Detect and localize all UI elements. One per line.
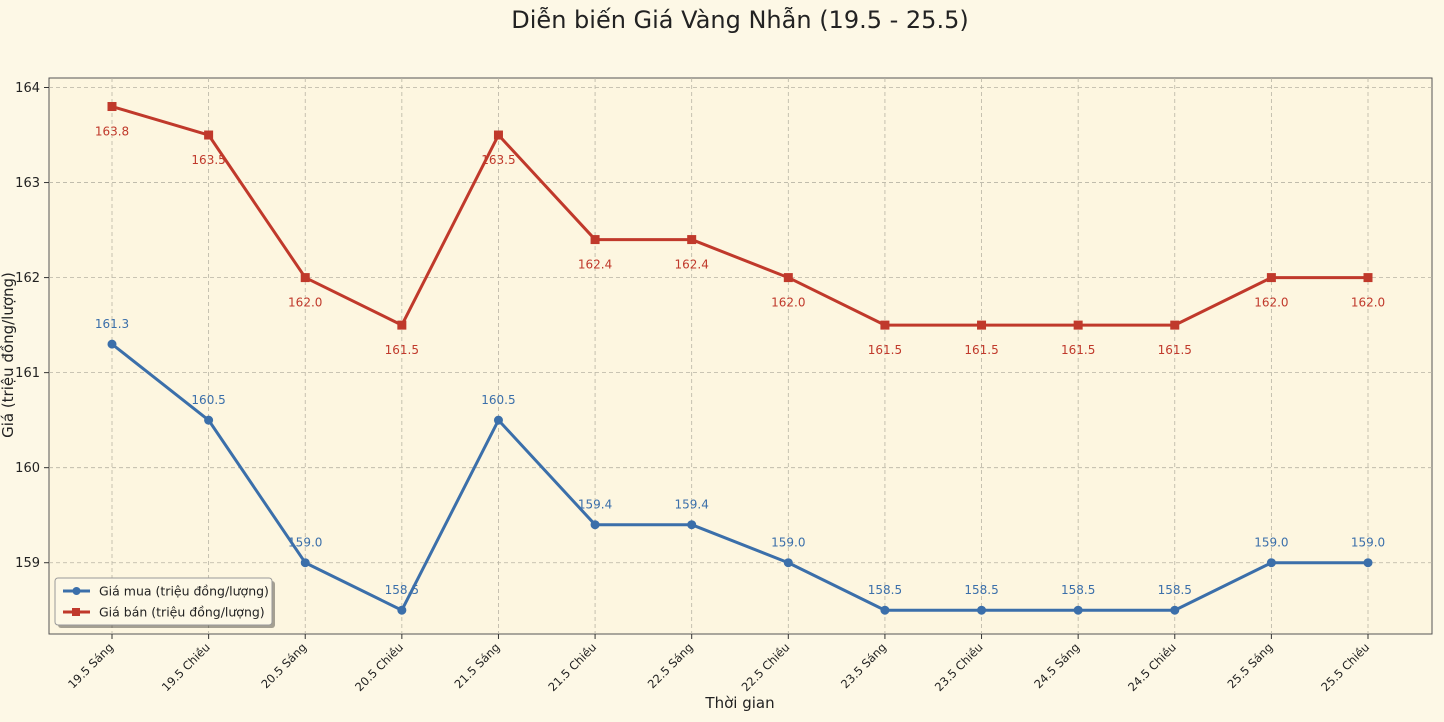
data-point-marker	[300, 558, 310, 568]
y-axis: 159 160 161 162 163 164	[15, 81, 49, 571]
data-label: 163.5	[481, 153, 515, 167]
data-point-marker	[783, 273, 793, 283]
data-point-marker	[1266, 273, 1276, 283]
data-label: 160.5	[481, 393, 515, 407]
data-point-marker	[687, 235, 697, 245]
data-point-marker	[107, 102, 117, 112]
series-group: 161.3 160.5 159.0 158.5 160.5 159.4 159.4 159.0…	[95, 102, 1385, 615]
data-point-marker	[590, 235, 600, 245]
data-label: 158.5	[868, 583, 902, 597]
data-point-marker	[1170, 320, 1180, 330]
plot-area	[48, 77, 1433, 635]
data-point-marker	[493, 415, 503, 425]
data-label: 159.0	[1254, 536, 1288, 550]
legend: Giá mua (triệu đồng/lượng) Giá bán (triệu…	[54, 577, 275, 628]
y-tick-label: 164	[15, 81, 40, 96]
x-tick-label: 23.5 Chiều	[932, 640, 986, 694]
data-point-marker	[687, 520, 697, 530]
data-label: 162.4	[675, 258, 709, 272]
y-tick-label: 161	[15, 366, 40, 381]
x-tick-label: 23.5 Sáng	[838, 640, 889, 691]
x-tick-label: 25.5 Sáng	[1224, 640, 1275, 691]
x-tick-label: 24.5 Sáng	[1031, 640, 1082, 691]
x-tick-label: 21.5 Sáng	[452, 640, 503, 691]
data-label: 159.4	[675, 498, 709, 512]
data-label: 161.5	[1061, 343, 1095, 357]
data-point-marker	[1073, 605, 1083, 615]
x-tick-label: 21.5 Chiều	[545, 640, 599, 694]
data-point-marker	[1073, 320, 1083, 330]
data-label: 158.5	[1158, 583, 1192, 597]
x-tick-label: 24.5 Chiều	[1125, 640, 1179, 694]
chart-title: Diễn biến Giá Vàng Nhẫn (19.5 - 25.5)	[511, 5, 968, 34]
data-point-marker	[493, 130, 503, 140]
data-point-marker	[880, 605, 890, 615]
data-point-marker	[204, 130, 214, 140]
data-label: 158.5	[385, 583, 419, 597]
data-point-marker	[977, 605, 987, 615]
x-tick-label: 22.5 Chiều	[739, 640, 793, 694]
data-label: 162.4	[578, 258, 612, 272]
legend-swatch-marker	[72, 608, 80, 616]
data-label: 159.0	[1351, 536, 1385, 550]
data-label: 162.0	[771, 296, 805, 310]
y-tick-label: 159	[15, 556, 40, 571]
x-tick-label: 20.5 Sáng	[258, 640, 309, 691]
plot-frame	[48, 77, 1433, 635]
data-point-marker	[783, 558, 793, 568]
series-gia-mua: 161.3 160.5 159.0 158.5 160.5 159.4 159.4 159.0…	[95, 317, 1385, 615]
data-label: 161.3	[95, 317, 129, 331]
data-point-marker	[300, 273, 310, 283]
series-line	[111, 105, 1368, 327]
y-tick-label: 160	[15, 461, 40, 476]
data-label: 158.5	[1061, 583, 1095, 597]
data-label: 163.8	[95, 125, 129, 139]
data-point-marker	[397, 320, 407, 330]
data-label: 162.0	[1351, 296, 1385, 310]
data-label: 159.0	[771, 536, 805, 550]
y-axis-label: Giá (triệu đồng/lượng)	[0, 272, 17, 438]
data-label: 162.0	[288, 296, 322, 310]
data-label: 158.5	[964, 583, 998, 597]
data-point-marker	[107, 339, 117, 349]
legend-label: Giá bán (triệu đồng/lượng)	[99, 605, 265, 620]
data-label: 159.4	[578, 498, 612, 512]
x-tick-label: 19.5 Chiều	[159, 640, 213, 694]
x-tick-label: 19.5 Sáng	[65, 640, 116, 691]
data-point-marker	[590, 520, 600, 530]
y-tick-label: 163	[15, 176, 40, 191]
data-label: 161.5	[385, 343, 419, 357]
data-label: 159.0	[288, 536, 322, 550]
series-line	[111, 342, 1368, 612]
legend-box	[54, 577, 273, 626]
data-point-marker	[204, 415, 214, 425]
data-label: 163.5	[191, 153, 225, 167]
x-tick-label: 25.5 Chiều	[1318, 640, 1372, 694]
data-label: 161.5	[1158, 343, 1192, 357]
x-tick-label: 22.5 Sáng	[645, 640, 696, 691]
legend-label: Giá mua (triệu đồng/lượng)	[99, 584, 269, 599]
x-axis-label: Thời gian	[704, 694, 774, 712]
data-label: 162.0	[1254, 296, 1288, 310]
data-point-marker	[1266, 558, 1276, 568]
data-point-marker	[397, 605, 407, 615]
data-label: 160.5	[191, 393, 225, 407]
y-tick-label: 162	[15, 271, 40, 286]
data-label: 161.5	[868, 343, 902, 357]
data-point-marker	[977, 320, 987, 330]
series-gia-ban: 163.8 163.5 162.0 161.5 163.5 162.4 162.4 162.0…	[95, 102, 1385, 357]
x-tick-label: 20.5 Chiều	[352, 640, 406, 694]
data-point-marker	[1363, 273, 1373, 283]
data-point-marker	[880, 320, 890, 330]
data-point-marker	[1363, 558, 1373, 568]
data-label: 161.5	[964, 343, 998, 357]
grid	[49, 78, 1432, 634]
legend-swatch-marker	[72, 587, 81, 595]
x-axis: 19.5 Sáng 19.5 Chiều 20.5 Sáng 20.5 Chiều 21…	[65, 634, 1372, 694]
data-point-marker	[1170, 605, 1180, 615]
